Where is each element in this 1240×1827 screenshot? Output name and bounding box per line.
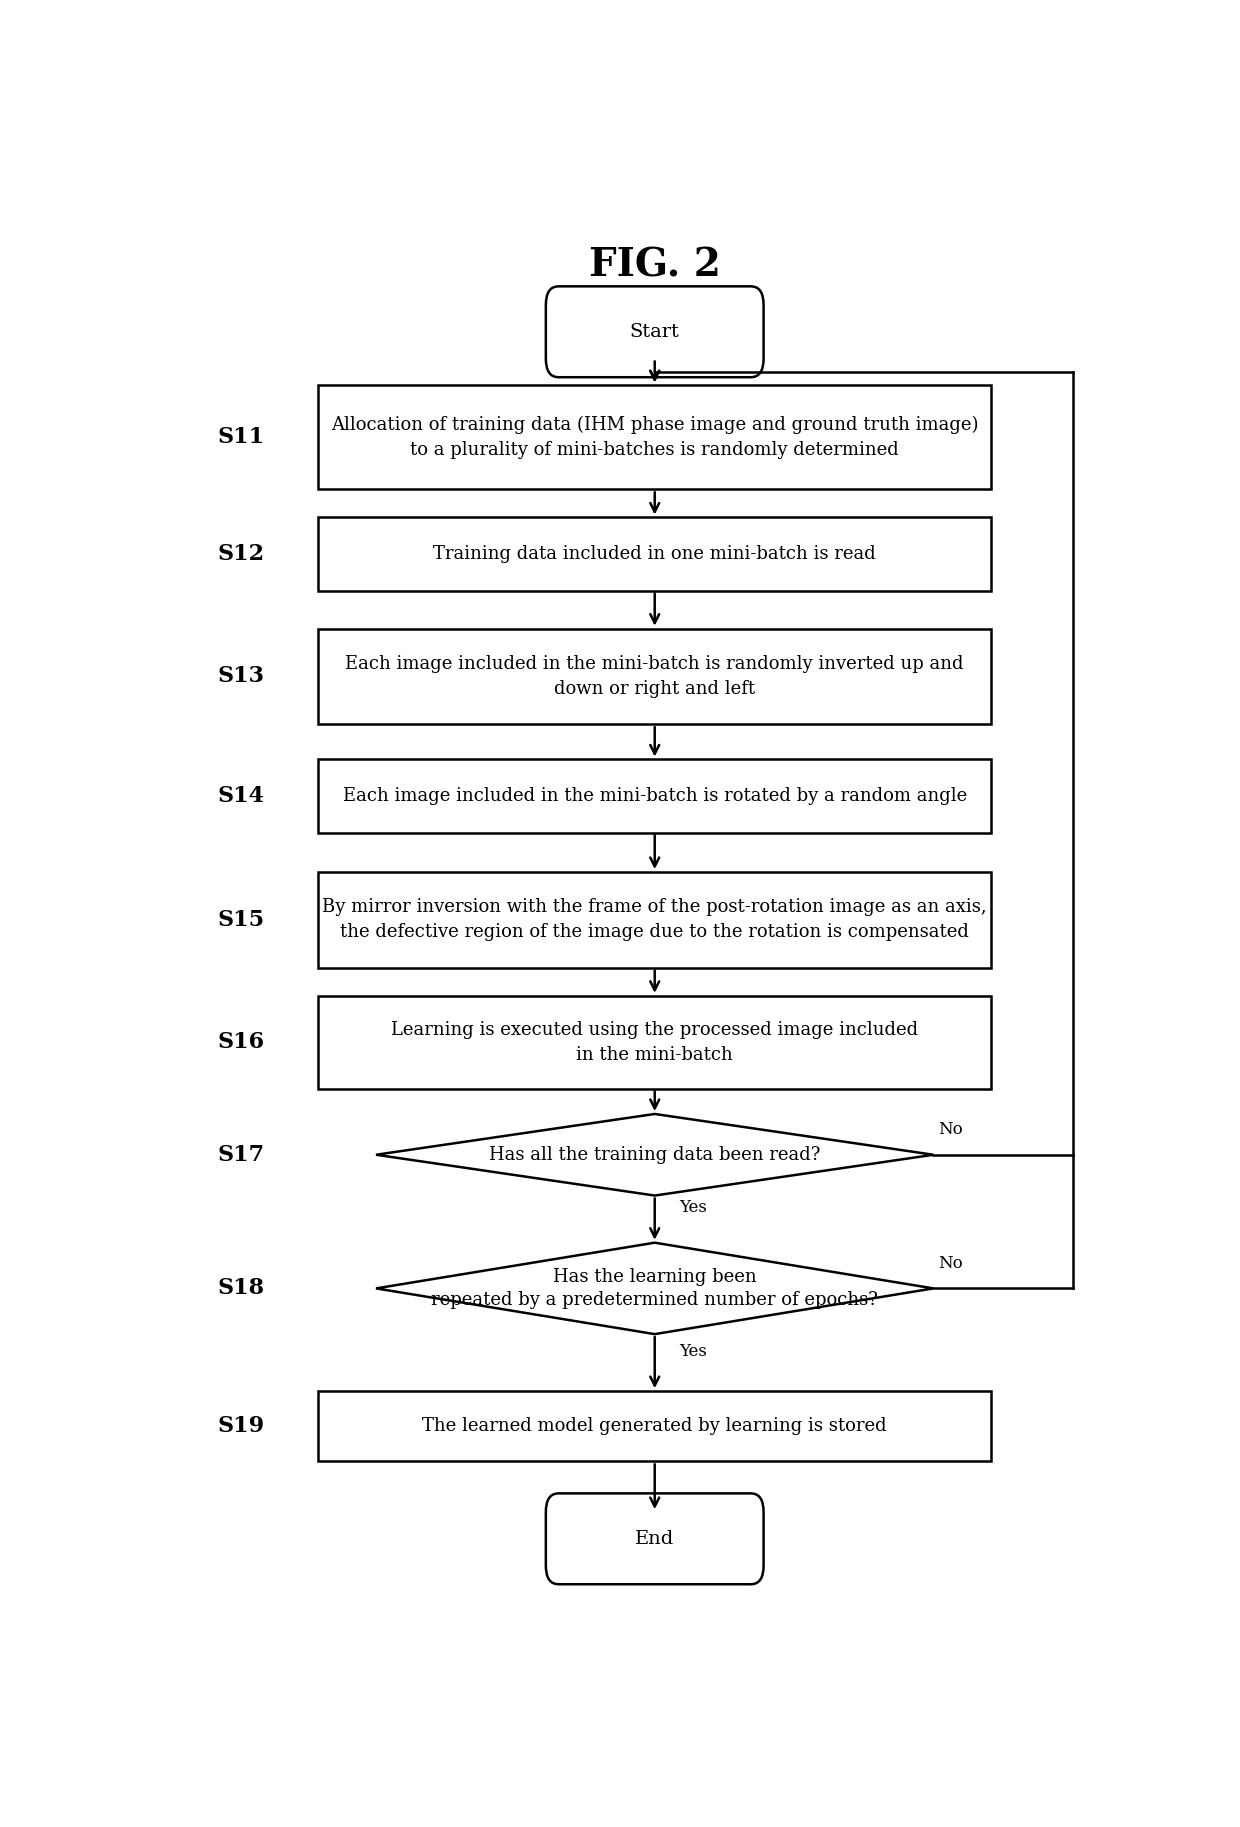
Text: S14: S14 [218, 786, 265, 808]
Text: Yes: Yes [678, 1343, 707, 1359]
Bar [319, 996, 991, 1089]
Bar [319, 1390, 991, 1462]
Text: S15: S15 [218, 908, 265, 930]
Text: Start: Start [630, 323, 680, 342]
Text: S19: S19 [218, 1416, 265, 1438]
Text: Learning is executed using the processed image included
in the mini-batch: Learning is executed using the processed… [391, 1021, 919, 1063]
Text: No: No [939, 1122, 963, 1138]
Text: S17: S17 [218, 1144, 265, 1166]
Text: S11: S11 [218, 426, 265, 448]
Text: Each image included in the mini-batch is randomly inverted up and
down or right : Each image included in the mini-batch is… [346, 654, 963, 698]
Text: FIG. 2: FIG. 2 [589, 247, 720, 285]
Bar [319, 517, 991, 590]
Polygon shape [376, 1242, 934, 1334]
FancyBboxPatch shape [546, 287, 764, 376]
Text: S18: S18 [218, 1277, 265, 1299]
Text: Yes: Yes [678, 1199, 707, 1217]
Text: S13: S13 [218, 665, 265, 687]
FancyBboxPatch shape [546, 1493, 764, 1584]
Text: The learned model generated by learning is stored: The learned model generated by learning … [423, 1418, 887, 1436]
Text: S12: S12 [218, 543, 265, 565]
Text: Training data included in one mini-batch is read: Training data included in one mini-batch… [433, 544, 877, 563]
Bar [319, 760, 991, 833]
Text: S16: S16 [218, 1030, 265, 1052]
Text: By mirror inversion with the frame of the post-rotation image as an axis,
the de: By mirror inversion with the frame of th… [322, 899, 987, 941]
Bar [319, 871, 991, 968]
Text: Has the learning been
repeated by a predetermined number of epochs?: Has the learning been repeated by a pred… [432, 1268, 878, 1310]
Polygon shape [376, 1114, 934, 1195]
Text: Each image included in the mini-batch is rotated by a random angle: Each image included in the mini-batch is… [342, 787, 967, 806]
Text: Allocation of training data (IHM phase image and ground truth image)
to a plural: Allocation of training data (IHM phase i… [331, 417, 978, 459]
Text: End: End [635, 1529, 675, 1547]
Bar [319, 385, 991, 490]
Text: Has all the training data been read?: Has all the training data been read? [489, 1146, 821, 1164]
Bar [319, 628, 991, 723]
Text: No: No [939, 1255, 963, 1272]
